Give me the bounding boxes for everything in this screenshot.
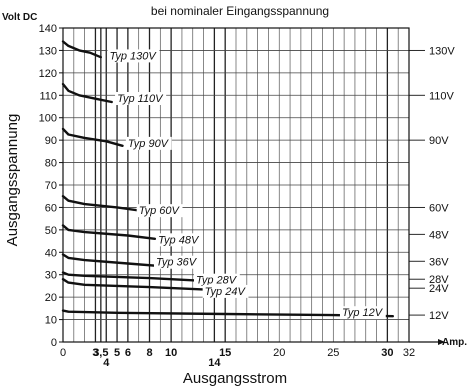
x-tick-label: 25	[327, 347, 339, 359]
x-axis-title: Ausgangsstrom	[183, 370, 287, 387]
x-tick-label: 3,5	[93, 347, 108, 359]
series-label: Typ 110V	[117, 93, 164, 105]
series-label-bg	[107, 49, 160, 63]
y-tick-label: 80	[45, 158, 57, 170]
y-tick-label: 30	[45, 270, 57, 282]
y-tick-label: 90	[45, 135, 57, 147]
series-label-bg	[153, 255, 200, 269]
x-tick-label: 14	[208, 357, 221, 369]
y-tick-label: 40	[45, 247, 57, 259]
x-tick-label: 3	[92, 347, 98, 359]
series-line	[61, 253, 173, 269]
x-tick-label: 5	[114, 347, 120, 359]
y-tick-label: 20	[45, 292, 57, 304]
y-tick-label: 140	[39, 23, 57, 35]
series-line	[61, 127, 124, 148]
series-label-bg	[156, 233, 202, 247]
x-tick-label: 6	[125, 347, 131, 359]
y-tick-label: 10	[45, 315, 57, 327]
y-tick-label: 60	[45, 202, 57, 214]
series-line	[61, 82, 113, 104]
right-voltage-label: 110V	[429, 90, 455, 102]
right-voltage-label: 24V	[429, 283, 449, 295]
x-tick-label: 15	[219, 347, 231, 359]
x-axis-arrow	[438, 339, 445, 345]
y-tick-label: 100	[39, 113, 57, 125]
y-tick-label: 130	[39, 45, 57, 57]
series-line	[61, 194, 151, 214]
y-tick-label: 110	[39, 90, 57, 102]
x-tick-label: 10	[165, 347, 177, 359]
series-line	[61, 40, 103, 59]
x-tick-label: 32	[403, 347, 415, 359]
x-axis-unit: Amp.	[442, 337, 467, 348]
series-label: Typ 48V	[158, 234, 200, 246]
y-tick-label: 120	[39, 68, 57, 80]
right-voltage-label: 12V	[429, 310, 449, 322]
series-label-bg	[193, 273, 240, 287]
series-label-bg	[202, 284, 249, 298]
series-label-bg	[125, 136, 172, 150]
series-label: Typ 36V	[156, 257, 198, 269]
series-label: Typ 12V	[342, 307, 384, 319]
chart-subtitle: bei nominaler Eingangsspannung	[151, 4, 329, 18]
grid	[59, 27, 445, 345]
x-tick-label: 30	[381, 347, 393, 359]
x-tick-label: 0	[60, 347, 66, 359]
series-line	[61, 271, 216, 283]
right-voltage-label: 60V	[429, 202, 449, 214]
series-label: Typ 130V	[109, 50, 157, 62]
series-label-bg	[115, 92, 167, 106]
x-tick-label: 4	[103, 357, 110, 369]
y-axis-title: Ausgangsspannung	[4, 114, 21, 247]
series-line	[61, 224, 157, 241]
series-label: Typ 28V	[196, 275, 238, 287]
y-tick-label: 50	[45, 225, 57, 237]
series-label: Typ 24V	[205, 286, 247, 298]
right-voltage-label: 48V	[429, 229, 449, 241]
y-tick-label: 70	[45, 180, 57, 192]
plot-frame	[62, 27, 410, 343]
labels: 0102030405060708090100110120130140130V11…	[39, 23, 456, 369]
x-tick-label: 8	[146, 347, 152, 359]
y-tick-label: 0	[51, 337, 57, 349]
right-voltage-label: 90V	[429, 135, 449, 147]
right-voltage-label: 36V	[429, 256, 449, 268]
series-lines	[61, 40, 394, 318]
series-label: Typ 90V	[128, 138, 170, 150]
right-voltage-label: 130V	[429, 45, 455, 57]
y-axis-unit: Volt DC	[2, 12, 37, 23]
series-label-bg	[136, 204, 183, 218]
x-tick-label: 20	[273, 347, 285, 359]
series-line	[61, 278, 227, 292]
series-label-bg	[339, 306, 386, 320]
series-label: Typ 60V	[139, 205, 181, 217]
right-voltage-label: 28V	[429, 274, 449, 286]
